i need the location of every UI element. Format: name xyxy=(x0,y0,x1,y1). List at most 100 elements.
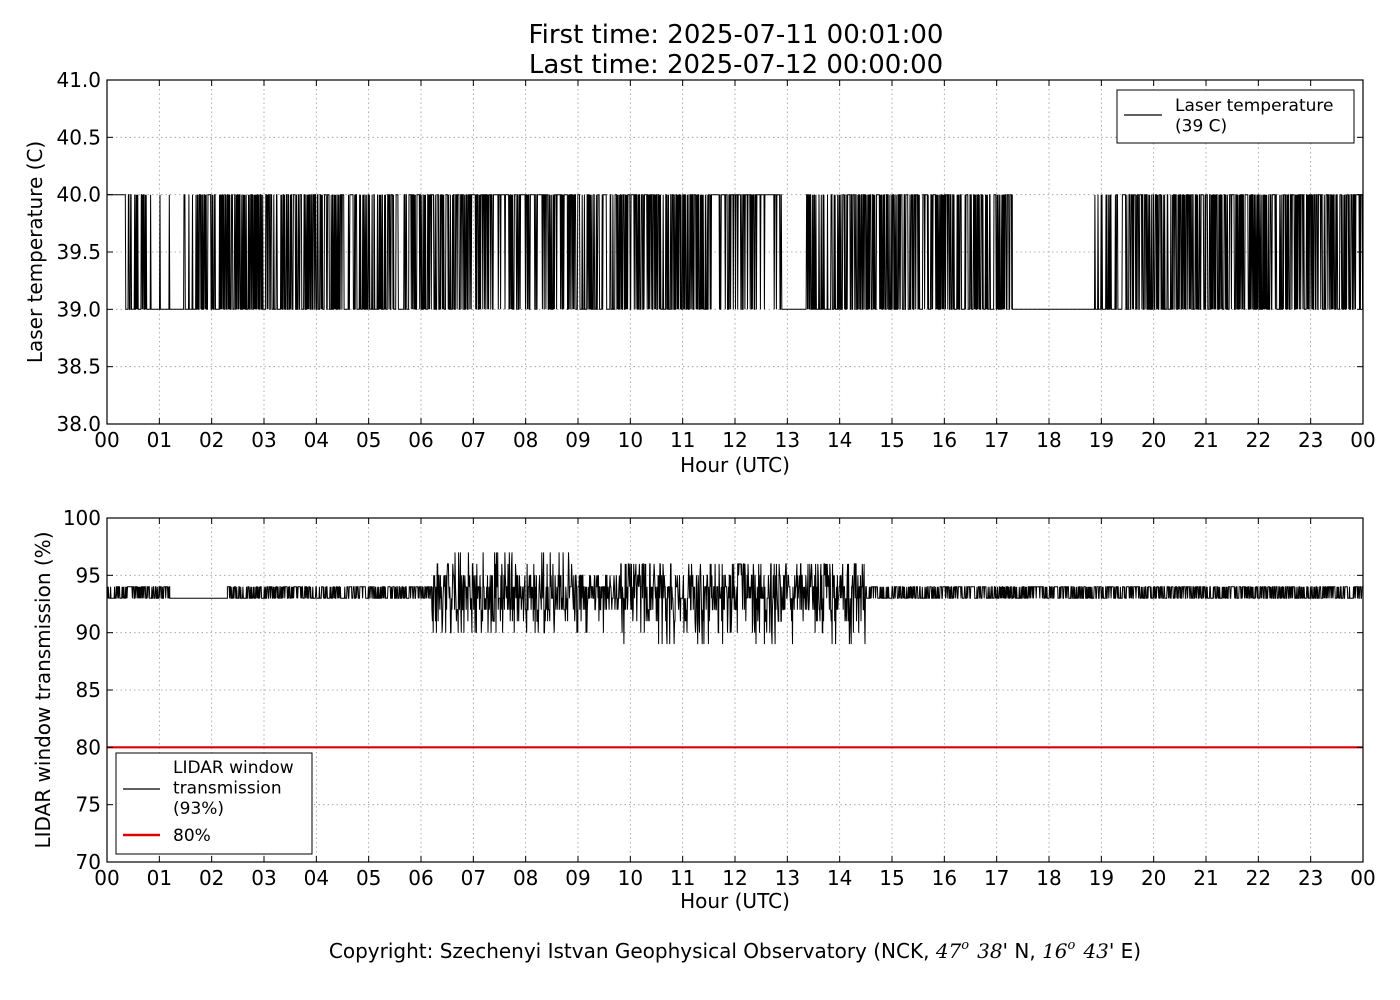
lidar-transmission-x-tick-label: 06 xyxy=(408,866,433,890)
laser-temperature-legend-line: Laser temperature xyxy=(1175,96,1333,116)
lidar-transmission-x-tick-label: 10 xyxy=(618,866,643,890)
laser-temperature-y-axis-label: Laser temperature (C) xyxy=(23,141,47,363)
lidar-transmission-series-line xyxy=(106,552,1363,645)
lidar-transmission-y-tick-label: 75 xyxy=(76,793,101,817)
copyright-prefix: Copyright: Szechenyi Istvan Geophysical … xyxy=(329,939,936,963)
laser-temperature-x-tick-label: 04 xyxy=(304,428,329,452)
laser-temperature-series-line xyxy=(107,194,1364,310)
laser-temperature-y-tick-label: 39.5 xyxy=(56,240,101,264)
laser-temperature-x-tick-label: 05 xyxy=(356,428,381,452)
lidar-transmission-legend-line: LIDAR window xyxy=(173,758,294,778)
latitude-minutes: 38 xyxy=(977,939,1002,963)
laser-temperature-y-tick-label: 41.0 xyxy=(56,68,101,92)
laser-temperature-x-tick-label: 02 xyxy=(199,428,224,452)
lidar-transmission-x-tick-label: 08 xyxy=(513,866,538,890)
lidar-transmission-x-tick-label: 16 xyxy=(932,866,957,890)
laser-temperature-y-tick-label: 39.0 xyxy=(56,297,101,321)
lidar-transmission-x-tick-label: 17 xyxy=(984,866,1009,890)
laser-temperature-x-tick-label: 07 xyxy=(461,428,486,452)
lidar-transmission-y-ticks: 70 75 80 85 90 95 100 xyxy=(63,506,1363,874)
chart-title-line-1: First time: 2025-07-11 00:01:00 xyxy=(529,20,944,50)
longitude-degree-sign: o xyxy=(1068,938,1076,953)
lidar-transmission-x-tick-label: 01 xyxy=(147,866,172,890)
lidar-transmission-legend-box xyxy=(115,752,313,855)
laser-temperature-y-tick-label: 40.5 xyxy=(56,125,101,149)
laser-temperature-x-tick-label: 12 xyxy=(722,428,747,452)
laser-temperature-x-tick-label: 22 xyxy=(1246,428,1271,452)
lidar-transmission-x-tick-label: 14 xyxy=(827,866,852,890)
laser-temperature-x-axis-label: Hour (UTC) xyxy=(680,453,790,477)
lidar-transmission-x-tick-label: 02 xyxy=(199,866,224,890)
lidar-transmission-x-tick-label: 15 xyxy=(879,866,904,890)
laser-temperature-x-tick-label: 06 xyxy=(408,428,433,452)
laser-temperature-x-tick-label: 09 xyxy=(565,428,590,452)
lidar-transmission-legend-line: (93%) xyxy=(173,799,224,819)
lidar-transmission-x-tick-label: 03 xyxy=(251,866,276,890)
copyright-text: Copyright: Szechenyi Istvan Geophysical … xyxy=(329,938,1141,963)
latitude-degree-sign: o xyxy=(961,938,969,953)
lidar-transmission-x-tick-label: 05 xyxy=(356,866,381,890)
threshold-legend-label: 80% xyxy=(173,826,211,846)
longitude-minutes: 43 xyxy=(1082,939,1108,963)
laser-temperature-x-tick-label: 01 xyxy=(147,428,172,452)
laser-temperature-x-tick-label: 19 xyxy=(1089,428,1114,452)
latitude-degrees: 47 xyxy=(935,939,962,963)
laser-temperature-x-tick-label: 00 xyxy=(1350,428,1375,452)
chart-title-line-2: Last time: 2025-07-12 00:00:00 xyxy=(529,50,943,80)
latitude-suffix: ' N, xyxy=(1003,939,1043,963)
lidar-transmission-x-tick-label: 00 xyxy=(94,866,119,890)
lidar-transmission-legend-line: transmission xyxy=(173,779,282,799)
lidar-transmission-grid xyxy=(107,518,1363,862)
laser-temperature-x-tick-label: 23 xyxy=(1298,428,1323,452)
lidar-transmission-legend: LIDAR window transmission (93%) 80% xyxy=(115,752,313,855)
lidar-transmission-x-tick-label: 11 xyxy=(670,866,695,890)
laser-temperature-y-tick-label: 38.5 xyxy=(56,355,101,379)
laser-temperature-x-tick-label: 18 xyxy=(1036,428,1061,452)
lidar-transmission-x-ticks: 00 01 02 03 04 05 06 07 08 09 10 11 12 13 14 15 16 17 18 19… xyxy=(94,518,1376,890)
lidar-transmission-panel: 00 01 02 03 04 05 06 07 08 09 10 11 12 13 14 15 16 17 18 19… xyxy=(31,506,1376,913)
lidar-transmission-x-tick-label: 07 xyxy=(461,866,486,890)
laser-temperature-x-tick-label: 13 xyxy=(775,428,800,452)
laser-temperature-x-tick-label: 10 xyxy=(618,428,643,452)
laser-temperature-x-tick-label: 03 xyxy=(251,428,276,452)
laser-temperature-x-tick-label: 15 xyxy=(879,428,904,452)
laser-temperature-x-ticks: 00 01 02 03 04 05 06 07 08 09 10 11 12 13 14 15 16 17 18 19… xyxy=(94,80,1376,452)
laser-temperature-x-tick-label: 17 xyxy=(984,428,1009,452)
lidar-transmission-y-tick-label: 85 xyxy=(76,678,101,702)
laser-temperature-legend: Laser temperature (39 C) xyxy=(1116,89,1355,144)
lidar-transmission-x-tick-label: 19 xyxy=(1089,866,1114,890)
laser-temperature-x-tick-label: 16 xyxy=(932,428,957,452)
laser-temperature-x-tick-label: 21 xyxy=(1193,428,1218,452)
longitude-suffix: ' E) xyxy=(1109,939,1141,963)
lidar-transmission-x-tick-label: 21 xyxy=(1193,866,1218,890)
lidar-transmission-y-tick-label: 100 xyxy=(63,506,101,530)
lidar-transmission-x-axis-label: Hour (UTC) xyxy=(680,889,790,913)
lidar-transmission-y-tick-label: 80 xyxy=(76,735,101,759)
lidar-transmission-y-tick-label: 70 xyxy=(76,850,101,874)
laser-temperature-y-tick-label: 38.0 xyxy=(56,412,101,436)
laser-temperature-x-tick-label: 14 xyxy=(827,428,852,452)
laser-temperature-panel: 00 01 02 03 04 05 06 07 08 09 10 11 12 13 14 15 16 17 18 19… xyxy=(23,68,1376,477)
longitude-degrees: 16 xyxy=(1042,939,1068,963)
lidar-transmission-x-tick-label: 18 xyxy=(1036,866,1061,890)
lidar-transmission-x-tick-label: 04 xyxy=(304,866,329,890)
lidar-transmission-x-tick-label: 12 xyxy=(722,866,747,890)
laser-temperature-y-tick-label: 40.0 xyxy=(56,183,101,207)
laser-temperature-y-ticks: 38.0 38.5 39.0 39.5 40.0 40.5 41.0 xyxy=(56,68,1363,436)
laser-temperature-x-tick-label: 00 xyxy=(94,428,119,452)
laser-temperature-x-tick-label: 08 xyxy=(513,428,538,452)
lidar-transmission-x-tick-label: 23 xyxy=(1298,866,1323,890)
laser-temperature-legend-box xyxy=(1116,89,1355,144)
laser-temperature-x-tick-label: 11 xyxy=(670,428,695,452)
lidar-transmission-x-tick-label: 13 xyxy=(775,866,800,890)
laser-temperature-legend-line: (39 C) xyxy=(1175,117,1227,137)
lidar-transmission-x-tick-label: 09 xyxy=(565,866,590,890)
laser-temperature-legend-label: Laser temperature (39 C) xyxy=(1175,96,1333,137)
lidar-transmission-y-axis-label: LIDAR window transmission (%) xyxy=(31,532,55,849)
lidar-transmission-x-tick-label: 00 xyxy=(1350,866,1375,890)
lidar-transmission-x-tick-label: 20 xyxy=(1141,866,1166,890)
lidar-legend-label: LIDAR window transmission (93%) xyxy=(173,758,294,819)
lidar-transmission-y-tick-label: 90 xyxy=(76,621,101,645)
lidar-transmission-y-tick-label: 95 xyxy=(76,563,101,587)
